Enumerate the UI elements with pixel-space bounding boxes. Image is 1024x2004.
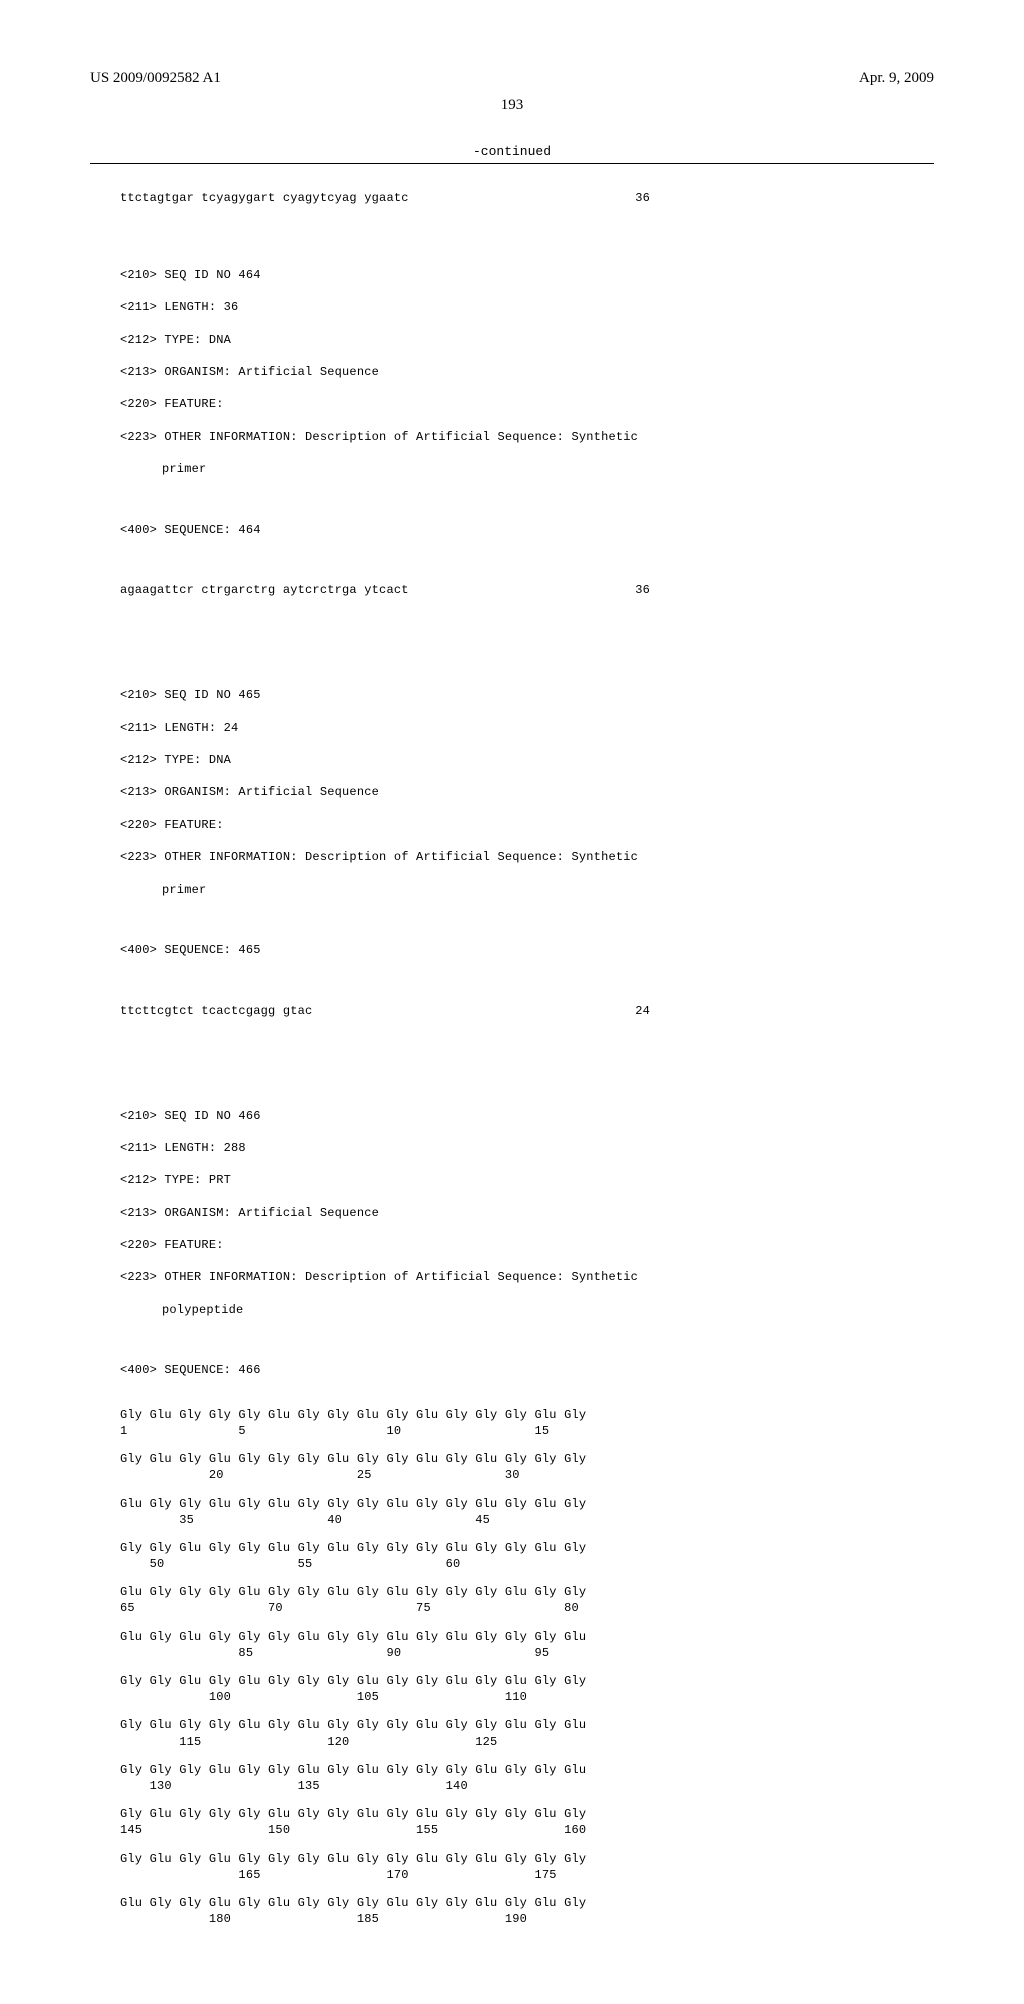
aa-residue-row: Glu Gly Gly Gly Glu Gly Gly Glu Gly Glu …	[120, 1584, 904, 1600]
sequence-tag: <400> SEQUENCE: 466	[120, 1362, 904, 1378]
aa-residue-row: Glu Gly Gly Glu Gly Glu Gly Gly Gly Glu …	[120, 1496, 904, 1512]
header-line: <210> SEQ ID NO 465	[120, 687, 904, 703]
sequence-text: agaagattcr ctrgarctrg aytcrctrga ytcact	[120, 582, 409, 598]
header-line: <213> ORGANISM: Artificial Sequence	[120, 784, 904, 800]
spacer	[120, 1334, 904, 1346]
continued-label: -continued	[90, 144, 934, 159]
aa-residue-row: Gly Glu Gly Gly Gly Glu Gly Gly Glu Gly …	[120, 1407, 904, 1423]
header-line: <223> OTHER INFORMATION: Description of …	[120, 849, 904, 865]
aa-number-row: 1 5 10 15	[120, 1423, 904, 1439]
header-line: <220> FEATURE:	[120, 1237, 904, 1253]
header-line: <223> OTHER INFORMATION: Description of …	[120, 429, 904, 445]
aa-number-row: 100 105 110	[120, 1689, 904, 1705]
header-line: <223> OTHER INFORMATION: Description of …	[120, 1269, 904, 1285]
header-line: <220> FEATURE:	[120, 817, 904, 833]
aa-residue-row: Gly Glu Gly Gly Gly Glu Gly Gly Glu Gly …	[120, 1806, 904, 1822]
header-line: <210> SEQ ID NO 464	[120, 267, 904, 283]
aa-number-row: 180 185 190	[120, 1911, 904, 1927]
header-sub: primer	[120, 882, 904, 898]
spacer	[120, 914, 904, 926]
aa-number-row: 145 150 155 160	[120, 1822, 904, 1838]
page-header: US 2009/0092582 A1 Apr. 9, 2009	[90, 70, 934, 87]
aa-number-row: 35 40 45	[120, 1512, 904, 1528]
header-line: <212> TYPE: DNA	[120, 332, 904, 348]
sequence-length: 36	[635, 582, 650, 598]
entry-464: <210> SEQ ID NO 464 <211> LENGTH: 36 <21…	[120, 251, 904, 615]
sequence-listing: ttctagtgar tcyagygart cyagytcyag ygaatc 3…	[120, 174, 904, 2004]
sequence-text: ttcttcgtct tcactcgagg gtac	[120, 1003, 312, 1019]
aa-residue-row: Glu Gly Gly Glu Gly Glu Gly Gly Gly Glu …	[120, 1895, 904, 1911]
header-line: <211> LENGTH: 288	[120, 1140, 904, 1156]
header-line: <211> LENGTH: 36	[120, 299, 904, 315]
top-rule	[90, 163, 934, 164]
aa-residue-row: Gly Glu Gly Glu Gly Gly Gly Glu Gly Gly …	[120, 1451, 904, 1467]
header-line: <211> LENGTH: 24	[120, 720, 904, 736]
header-line: <213> ORGANISM: Artificial Sequence	[120, 364, 904, 380]
aa-residue-row: Gly Gly Gly Glu Gly Gly Glu Gly Glu Gly …	[120, 1762, 904, 1778]
aa-residue-row: Gly Glu Gly Gly Glu Gly Glu Gly Gly Gly …	[120, 1717, 904, 1733]
spacer	[120, 494, 904, 506]
aa-number-row: 50 55 60	[120, 1556, 904, 1572]
sequence-length: 36	[635, 190, 650, 206]
aa-residue-row: Gly Gly Glu Gly Gly Glu Gly Glu Gly Gly …	[120, 1540, 904, 1556]
aa-number-row: 20 25 30	[120, 1467, 904, 1483]
header-line: <220> FEATURE:	[120, 396, 904, 412]
top-sequence-line: ttctagtgar tcyagygart cyagytcyag ygaatc 3…	[120, 190, 650, 206]
header-line: <212> TYPE: PRT	[120, 1172, 904, 1188]
spacer	[120, 554, 904, 566]
publication-id: US 2009/0092582 A1	[90, 70, 221, 87]
header-sub: primer	[120, 461, 904, 477]
spacer	[120, 974, 904, 986]
aa-number-row: 115 120 125	[120, 1734, 904, 1750]
header-line: <210> SEQ ID NO 466	[120, 1108, 904, 1124]
sequence-tag: <400> SEQUENCE: 465	[120, 942, 904, 958]
aa-number-row: 130 135 140	[120, 1778, 904, 1794]
publication-date: Apr. 9, 2009	[859, 70, 934, 87]
entry-465: <210> SEQ ID NO 465 <211> LENGTH: 24 <21…	[120, 671, 904, 1035]
header-sub: polypeptide	[120, 1302, 904, 1318]
aa-number-row: 85 90 95	[120, 1645, 904, 1661]
sequence-line: ttcttcgtct tcactcgagg gtac 24	[120, 1003, 650, 1019]
sequence-length: 24	[635, 1003, 650, 1019]
aa-number-row: 65 70 75 80	[120, 1600, 904, 1616]
aa-residue-row: Glu Gly Glu Gly Gly Gly Glu Gly Gly Glu …	[120, 1629, 904, 1645]
aa-residue-row: Gly Glu Gly Glu Gly Gly Gly Glu Gly Gly …	[120, 1851, 904, 1867]
sequence-tag: <400> SEQUENCE: 464	[120, 522, 904, 538]
page-number: 193	[90, 97, 934, 114]
aa-sequence-block: Gly Glu Gly Gly Gly Glu Gly Gly Glu Gly …	[120, 1407, 904, 1928]
header-line: <212> TYPE: DNA	[120, 752, 904, 768]
aa-residue-row: Gly Gly Glu Gly Glu Gly Gly Gly Glu Gly …	[120, 1673, 904, 1689]
entry-466: <210> SEQ ID NO 466 <211> LENGTH: 288 <2…	[120, 1091, 904, 1943]
header-line: <213> ORGANISM: Artificial Sequence	[120, 1205, 904, 1221]
aa-number-row: 165 170 175	[120, 1867, 904, 1883]
sequence-line: agaagattcr ctrgarctrg aytcrctrga ytcact 3…	[120, 582, 650, 598]
sequence-text: ttctagtgar tcyagygart cyagytcyag ygaatc	[120, 190, 409, 206]
patent-page: US 2009/0092582 A1 Apr. 9, 2009 193 -con…	[0, 0, 1024, 1320]
